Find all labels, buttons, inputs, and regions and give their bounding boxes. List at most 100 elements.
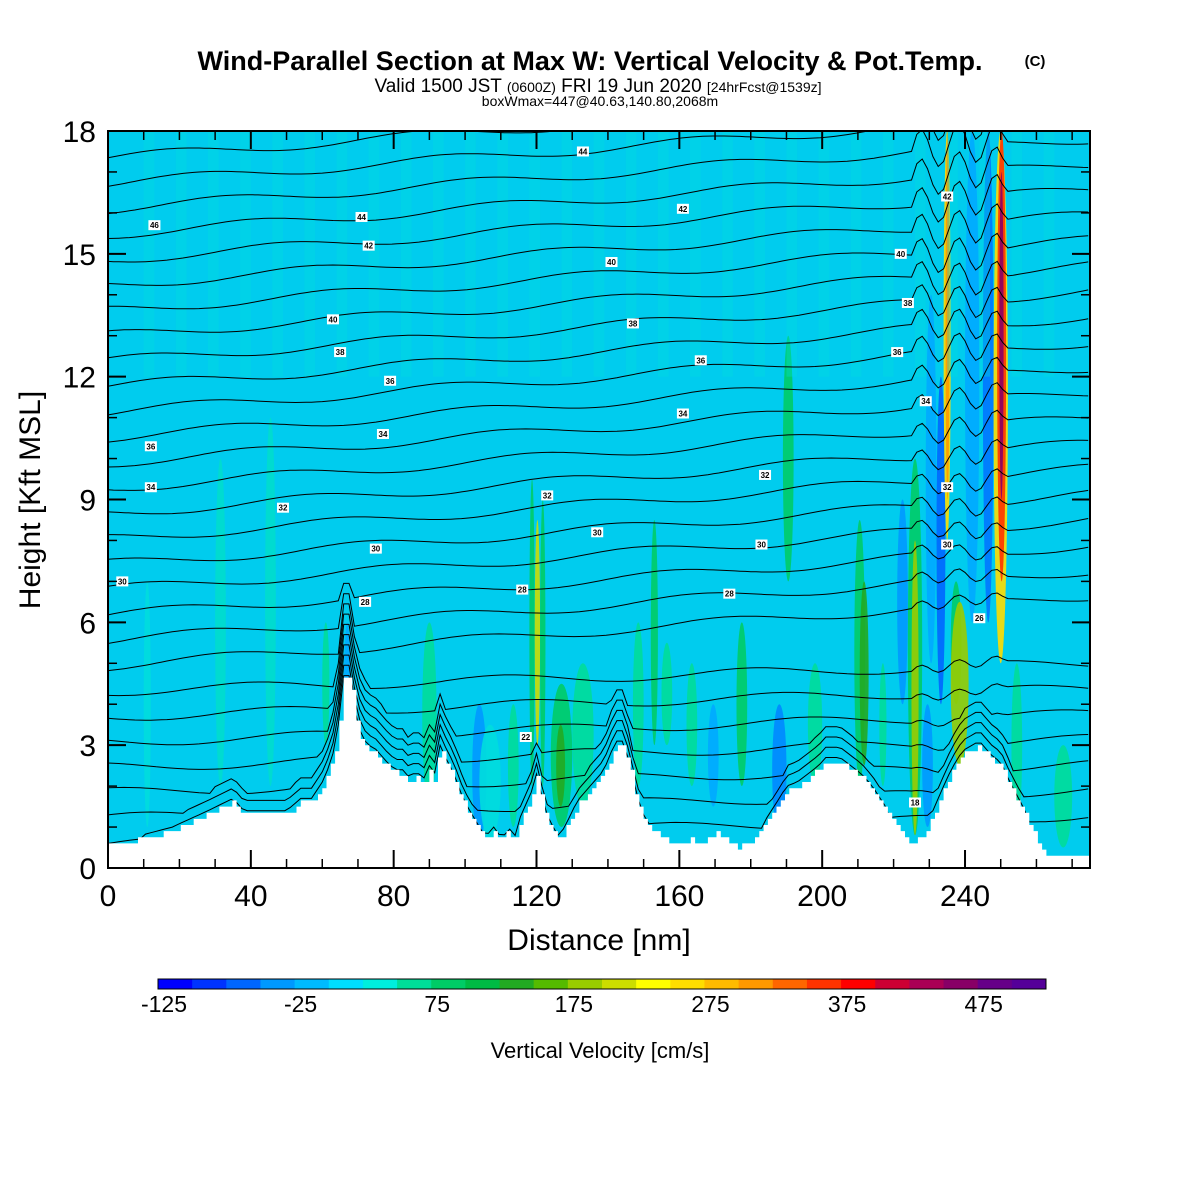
velocity-streak <box>465 131 476 377</box>
velocity-band-32 <box>936 376 946 705</box>
velocity-band-0 <box>143 581 151 828</box>
theta-contour <box>108 664 1089 816</box>
velocity-band-13 <box>556 724 566 807</box>
velocity-band-15 <box>632 622 644 787</box>
plot-area: 46 44 42 40 38 36 34 36 34 32 30 28 30 44 42 40 38 36 34 32… <box>107 130 1091 869</box>
contour-label-bg <box>334 347 347 358</box>
contour-label-text: 30 <box>593 528 602 537</box>
contour-label: 42 <box>676 203 689 214</box>
colorbar-tick-label: 175 <box>555 991 593 1017</box>
contour-label: 32 <box>541 490 554 501</box>
contour-label-bg <box>626 318 639 329</box>
contour-label-bg <box>694 355 707 366</box>
y-axis-label: Height [Kft MSL] <box>14 391 47 609</box>
contour-label: 38 <box>626 318 639 329</box>
contour-label-bg <box>369 543 382 554</box>
contour-label-bg <box>576 146 589 157</box>
contour-label: 32 <box>759 469 772 480</box>
contour-label-bg <box>384 375 397 386</box>
colorbar-swatch <box>909 979 945 989</box>
chart-title: Wind-Parallel Section at Max W: Vertical… <box>198 46 983 76</box>
velocity-band-25 <box>859 581 869 766</box>
contour-label: 38 <box>901 297 914 308</box>
contour-label-text: 32 <box>943 483 952 492</box>
theta-contour <box>108 284 1089 359</box>
colorbar-swatch <box>772 979 808 989</box>
subtitle-date: FRI 19 Jun 2020 <box>561 76 701 97</box>
colorbar-swatch <box>465 979 501 989</box>
contour-label-bg <box>541 490 554 501</box>
contour-label: 28 <box>723 588 736 599</box>
x-tick-label: 160 <box>654 880 704 913</box>
colorbar-swatch <box>670 979 705 989</box>
x-tick-label: 40 <box>234 880 267 913</box>
contour-label-bg <box>276 502 289 513</box>
colorbar-tick-label: 475 <box>965 991 1003 1017</box>
velocity-band-40 <box>999 171 1004 500</box>
theta-contour <box>108 463 1089 538</box>
contour-label-bg <box>909 797 922 808</box>
velocity-band-5 <box>422 622 437 807</box>
velocity-streak <box>175 131 187 377</box>
y-tick-label: 0 <box>79 853 96 886</box>
chart-box-wmax: boxWmax=447@40.63,140.80,2068m <box>482 93 718 109</box>
colorbar-swatch <box>977 979 1013 989</box>
contour-label: 30 <box>941 539 954 550</box>
velocity-band-9 <box>529 479 535 787</box>
theta-contour <box>108 308 1089 387</box>
velocity-band-20 <box>736 622 748 787</box>
velocity-band-2 <box>265 417 276 787</box>
contour-label: 26 <box>973 613 986 624</box>
chart-subtitle: Valid 1500 JST (0600Z) FRI 19 Jun 2020 [… <box>374 76 821 97</box>
velocity-band-30 <box>922 704 933 828</box>
contour-label: 36 <box>891 347 904 358</box>
contour-label-bg <box>605 257 618 268</box>
colorbar-swatch <box>294 979 330 989</box>
colorbar-swatch <box>704 979 740 989</box>
contour-label: 36 <box>144 441 157 452</box>
velocity-band-10 <box>534 519 541 746</box>
velocity-band-11 <box>540 499 546 787</box>
velocity-streak <box>947 131 958 377</box>
contour-label-bg <box>941 482 954 493</box>
contour-label: 40 <box>894 248 907 259</box>
contour-label-text: 28 <box>725 590 734 599</box>
contour-label-bg <box>919 396 932 407</box>
contour-label-bg <box>891 347 904 358</box>
theta-contour <box>108 675 1089 844</box>
contour-label-text: 38 <box>336 348 345 357</box>
colorbar-swatch <box>1011 979 1047 989</box>
velocity-band-41 <box>1011 663 1023 828</box>
contour-label-bg <box>759 469 772 480</box>
colorbar-swatch <box>636 979 671 989</box>
contour-label-text: 38 <box>628 319 637 328</box>
colorbar-swatch <box>943 979 979 989</box>
contour-label: 46 <box>148 220 161 231</box>
potential-temperature-contours <box>108 131 1089 844</box>
velocity-streak <box>143 131 155 377</box>
contour-labels: 46 44 42 40 38 36 34 36 34 32 30 28 30 44 42 40 38 36 34 32… <box>116 146 986 808</box>
velocity-band-1 <box>215 458 226 787</box>
contour-label-text: 36 <box>146 442 155 451</box>
velocity-streak <box>657 131 669 377</box>
colorbar-swatch <box>328 979 364 989</box>
velocity-band-14 <box>572 663 594 807</box>
x-tick-label: 200 <box>797 880 847 913</box>
contour-label-bg <box>755 539 768 550</box>
colorbar-swatch <box>533 979 569 989</box>
contour-label-text: 40 <box>607 258 616 267</box>
velocity-band-36 <box>965 131 980 623</box>
y-tick-label: 9 <box>79 485 96 518</box>
contour-label: 28 <box>516 584 529 595</box>
contour-label-text: 18 <box>911 798 920 807</box>
contour-label-bg <box>144 482 157 493</box>
contour-label-text: 34 <box>921 397 930 406</box>
y-tick-label: 12 <box>63 362 96 395</box>
contour-label-text: 30 <box>371 545 380 554</box>
theta-contour <box>108 356 1089 443</box>
colorbar-tick-label: 375 <box>828 991 866 1017</box>
velocity-streak <box>529 131 541 377</box>
x-tick-label: 80 <box>377 880 410 913</box>
velocity-streak <box>304 131 316 377</box>
